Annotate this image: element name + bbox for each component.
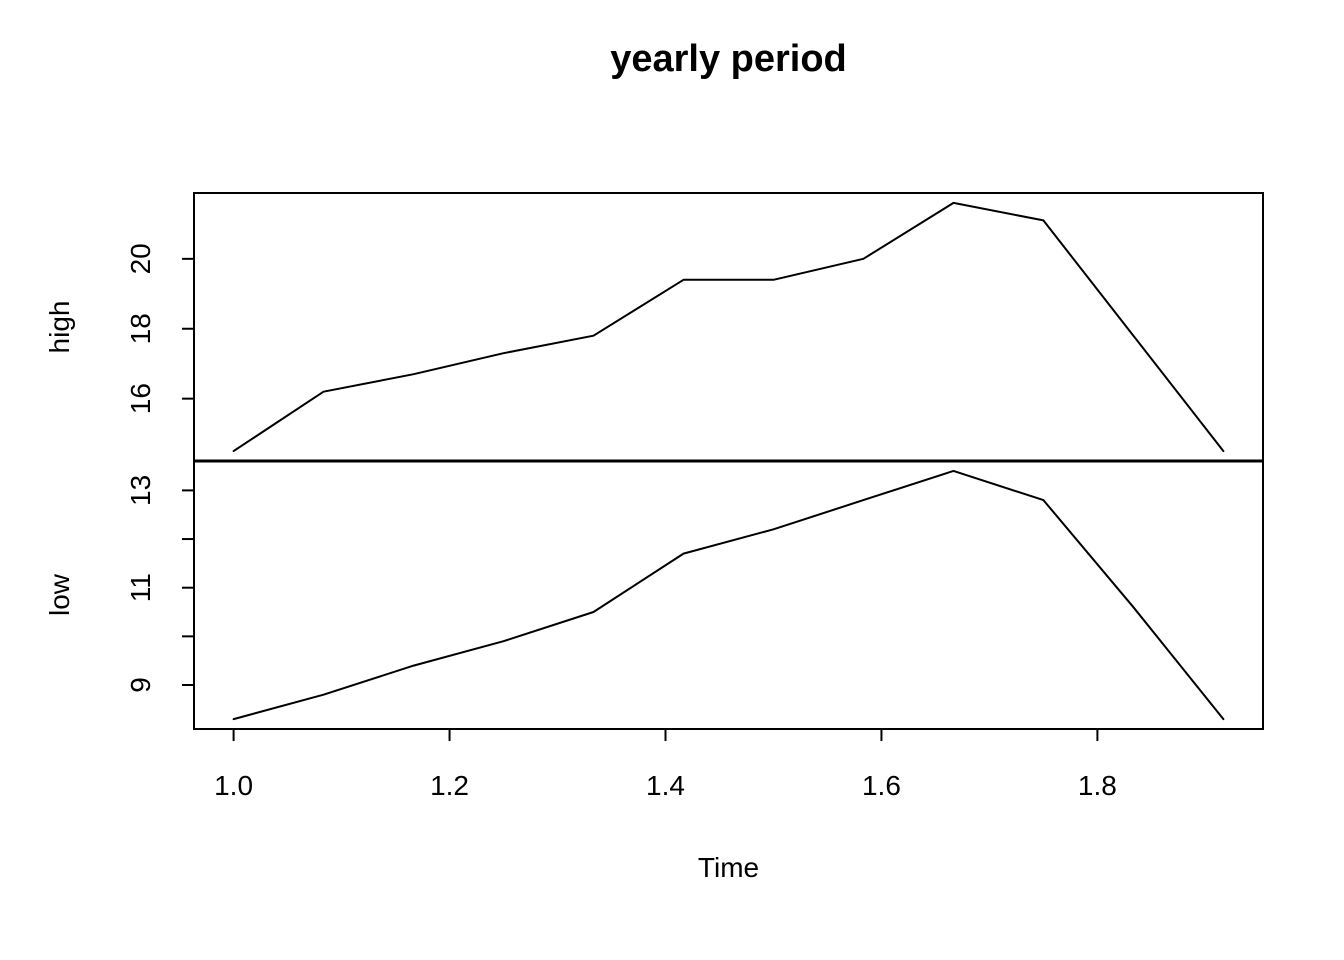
y-tick-label: 20 xyxy=(125,243,156,274)
series-line-high xyxy=(232,201,1225,453)
series-line-low xyxy=(232,469,1225,721)
panel-box-low xyxy=(193,460,1264,730)
y-tick-label: 13 xyxy=(125,475,156,506)
x-tick-label: 1.4 xyxy=(646,770,685,801)
panel-box-high xyxy=(193,192,1264,462)
y-tick-label: 11 xyxy=(125,573,156,602)
y-tick-label: 16 xyxy=(125,383,156,414)
x-tick-label: 1.2 xyxy=(430,770,469,801)
y-tick-label: 9 xyxy=(125,677,156,693)
x-tick-label: 1.8 xyxy=(1078,770,1117,801)
y-tick-label: 18 xyxy=(125,313,156,344)
xlabel-time: Time xyxy=(697,852,760,883)
x-tick-label: 1.6 xyxy=(862,770,901,801)
plot-title: yearly period xyxy=(610,38,847,80)
x-tick-label: 1.0 xyxy=(214,770,253,801)
